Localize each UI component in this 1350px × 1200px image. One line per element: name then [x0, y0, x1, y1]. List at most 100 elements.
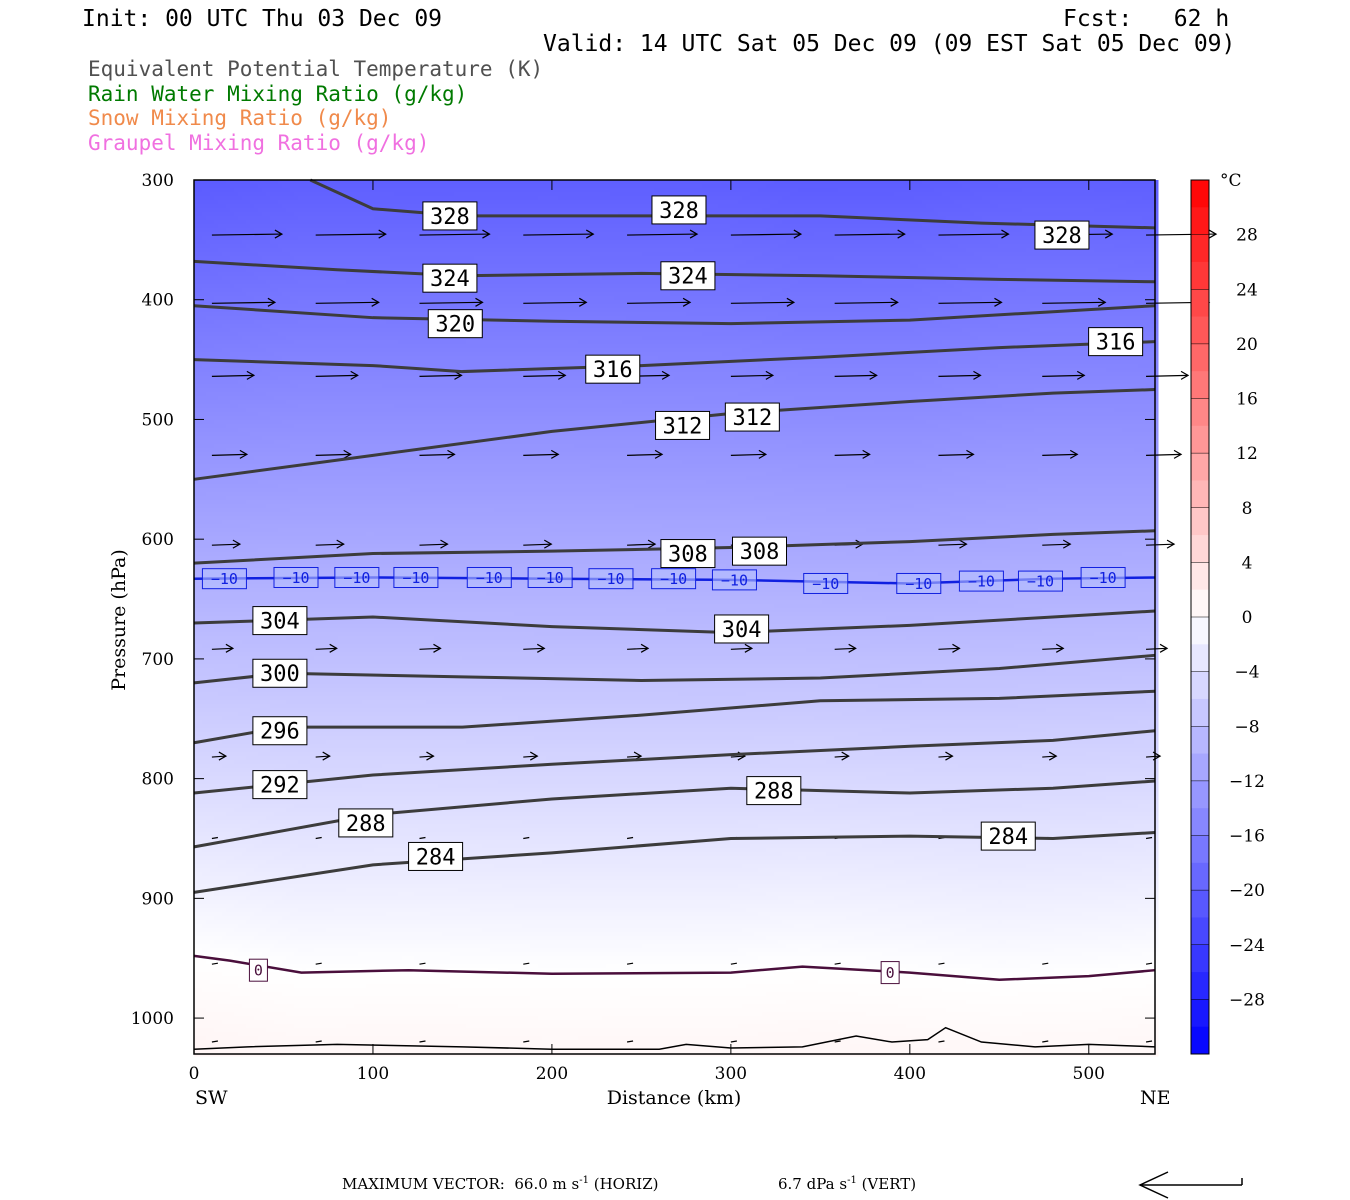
shade-cell [282, 748, 287, 753]
shade-cell [266, 1024, 271, 1029]
shade-cell [238, 968, 243, 973]
shade-cell [210, 732, 215, 737]
shade-cell [258, 508, 263, 513]
shade-cell [238, 720, 243, 725]
shade-cell [238, 508, 243, 513]
shade-cell [282, 324, 287, 329]
shade-cell [266, 708, 271, 713]
shade-cell [266, 332, 271, 337]
shade-cell [214, 712, 219, 717]
shade-cell [202, 1000, 207, 1005]
shade-cell [262, 544, 267, 549]
shade-cell [206, 208, 211, 213]
shade-cell [222, 404, 227, 409]
shade-cell [242, 952, 247, 957]
shade-cell [246, 1036, 251, 1041]
shade-cell [198, 556, 203, 561]
shade-cell [218, 268, 223, 273]
shade-cell [254, 940, 259, 945]
shade-cell [246, 796, 251, 801]
shade-cell [242, 288, 247, 293]
shade-cell [226, 364, 231, 369]
shade-cell [254, 288, 259, 293]
shade-cell [262, 532, 267, 537]
shade-cell [206, 456, 211, 461]
shade-cell [282, 508, 287, 513]
shade-cell [198, 584, 203, 589]
shade-cell [258, 280, 263, 285]
shade-cell [274, 220, 279, 225]
shade-cell [226, 740, 231, 745]
shade-cell [222, 492, 227, 497]
shade-cell [238, 592, 243, 597]
shade-cell [234, 892, 239, 897]
shade-cell [206, 976, 211, 981]
shade-cell [214, 684, 219, 689]
shade-cell [242, 212, 247, 217]
shade-cell [210, 380, 215, 385]
shade-cell [278, 388, 283, 393]
shade-cell [222, 468, 227, 473]
shade-cell [282, 356, 287, 361]
shade-cell [218, 932, 223, 937]
shade-cell [258, 520, 263, 525]
shade-cell [206, 632, 211, 637]
shade-cell [202, 596, 207, 601]
shade-cell [274, 504, 279, 509]
shade-cell [274, 544, 279, 549]
shade-cell [226, 800, 231, 805]
shade-cell [258, 688, 263, 693]
shade-cell [210, 508, 215, 513]
shade-cell [198, 800, 203, 805]
shade-cell [282, 708, 287, 713]
shade-cell [266, 236, 271, 241]
shade-cell [250, 892, 255, 897]
shade-cell [210, 512, 215, 517]
shade-cell [278, 364, 283, 369]
shade-cell [250, 824, 255, 829]
shade-cell [226, 492, 231, 497]
shade-cell [218, 504, 223, 509]
shade-cell [202, 668, 207, 673]
shade-cell [258, 932, 263, 937]
shade-cell [258, 216, 263, 221]
shade-cell [250, 256, 255, 261]
shade-cell [238, 272, 243, 277]
shade-cell [202, 492, 207, 497]
shade-cell [270, 424, 275, 429]
shade-cell [242, 224, 247, 229]
shade-cell [234, 336, 239, 341]
shade-cell [238, 640, 243, 645]
shade-cell [270, 488, 275, 493]
shade-cell [226, 748, 231, 753]
shade-cell [262, 304, 267, 309]
shade-cell [266, 524, 271, 529]
shade-cell [262, 536, 267, 541]
shade-cell [230, 500, 235, 505]
shade-cell [242, 772, 247, 777]
shade-cell [210, 292, 215, 297]
shade-cell [198, 932, 203, 937]
shade-cell [258, 528, 263, 533]
shade-cell [278, 380, 283, 385]
shade-cell [230, 892, 235, 897]
shade-cell [234, 904, 239, 909]
shade-cell [266, 992, 271, 997]
shade-cell [262, 452, 267, 457]
shade-cell [210, 340, 215, 345]
shade-cell [266, 888, 271, 893]
shade-cell [202, 480, 207, 485]
shade-cell [206, 756, 211, 761]
shade-cell [250, 440, 255, 445]
shade-cell [278, 1000, 283, 1005]
shade-cell [234, 644, 239, 649]
shade-cell [242, 688, 247, 693]
shade-cell [202, 312, 207, 317]
shade-cell [206, 808, 211, 813]
shade-cell [206, 720, 211, 725]
shade-cell [226, 448, 231, 453]
shade-cell [214, 900, 219, 905]
shade-cell [282, 220, 287, 225]
shade-cell [222, 760, 227, 765]
shade-cell [254, 764, 259, 769]
